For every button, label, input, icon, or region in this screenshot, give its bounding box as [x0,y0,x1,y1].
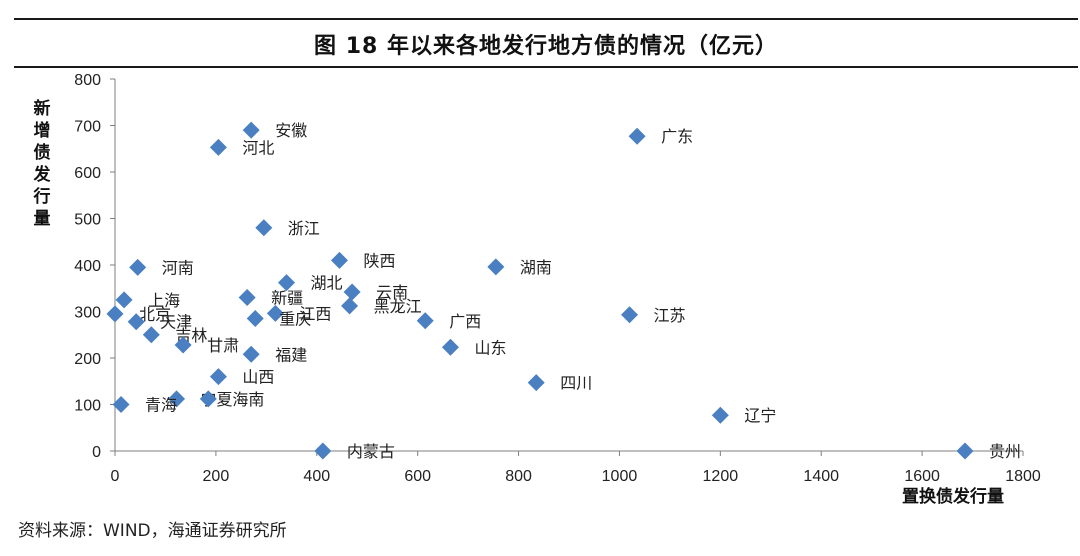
data-point [416,312,434,330]
data-label: 陕西 [363,251,395,270]
x-tick-label: 400 [303,468,330,485]
data-point [129,258,147,276]
data-point [343,283,361,301]
data-label: 海南 [232,390,264,409]
data-label: 天津 [160,313,192,332]
x-tick-label: 1800 [1005,468,1041,485]
data-label: 黑龙江 [374,297,422,316]
x-tick-label: 800 [505,468,532,485]
data-label: 重庆 [279,309,311,328]
data-point [266,304,284,322]
data-label: 山东 [474,338,506,357]
data-point [330,251,348,269]
data-point [168,390,186,408]
data-label: 浙江 [288,219,320,238]
data-point [628,127,646,145]
data-point [242,345,260,363]
data-label: 辽宁 [744,406,776,425]
data-point [127,313,145,331]
data-point [314,442,332,460]
y-tick-label: 500 [74,212,101,229]
data-point [527,374,545,392]
data-label: 江苏 [654,306,686,325]
y-tick-label: 300 [74,305,101,322]
title-bar: 图 18 年以来各地发行地方债的情况（亿元） [14,18,1078,68]
data-label: 四川 [560,374,592,393]
data-point [115,291,133,309]
y-tick-label: 100 [74,398,101,415]
data-point [956,442,974,460]
data-label: 湖北 [311,274,343,293]
data-point [106,305,124,323]
y-tick-label: 200 [74,351,101,368]
y-axis-label: 新增债发行量 [33,99,51,229]
y-tick-label: 800 [74,72,101,89]
data-point [441,338,459,356]
data-label: 上海 [148,291,180,310]
data-label: 北京 [139,305,171,324]
data-point [487,258,505,276]
data-label: 广东 [661,127,693,146]
data-label: 河北 [242,138,274,157]
data-label: 青海 [145,396,177,415]
data-label: 湖南 [520,258,552,277]
source-note: 资料来源：WIND，海通证券研究所 [18,521,287,541]
data-label: 河南 [162,258,194,277]
data-label: 山西 [242,368,274,387]
data-point [246,309,264,327]
data-point [255,219,273,237]
x-tick-label: 600 [404,468,431,485]
x-tick-label: 200 [203,468,230,485]
x-tick-label: 1000 [602,468,638,485]
data-point [238,289,256,307]
x-axis-label: 置换债发行量 [902,487,1004,507]
data-point [341,297,359,315]
data-label: 内蒙古 [347,442,395,461]
data-point [711,406,729,424]
x-tick-label: 1600 [904,468,940,485]
data-point [278,274,296,292]
x-tick-label: 1200 [703,468,739,485]
data-point [209,138,227,156]
data-label: 广西 [449,312,481,331]
data-label: 江西 [299,304,331,323]
data-label: 福建 [275,345,307,364]
data-point [142,326,160,344]
data-point [621,306,639,324]
data-label: 贵州 [989,442,1021,461]
y-tick-label: 400 [74,258,101,275]
data-point [112,396,130,413]
data-label: 新疆 [271,289,303,308]
data-point [209,368,227,386]
y-tick-label: 600 [74,165,101,182]
x-tick-label: 0 [111,468,120,485]
data-point [174,336,192,354]
y-tick-label: 700 [74,119,101,136]
data-label: 安徽 [275,121,307,140]
data-point [199,390,217,408]
y-tick-label: 0 [92,444,101,461]
x-tick-label: 1400 [803,468,839,485]
data-point [242,121,260,139]
data-label: 甘肃 [207,336,239,355]
chart-title: 图 18 年以来各地发行地方债的情况（亿元） [314,34,778,59]
data-label: 云南 [376,283,408,302]
